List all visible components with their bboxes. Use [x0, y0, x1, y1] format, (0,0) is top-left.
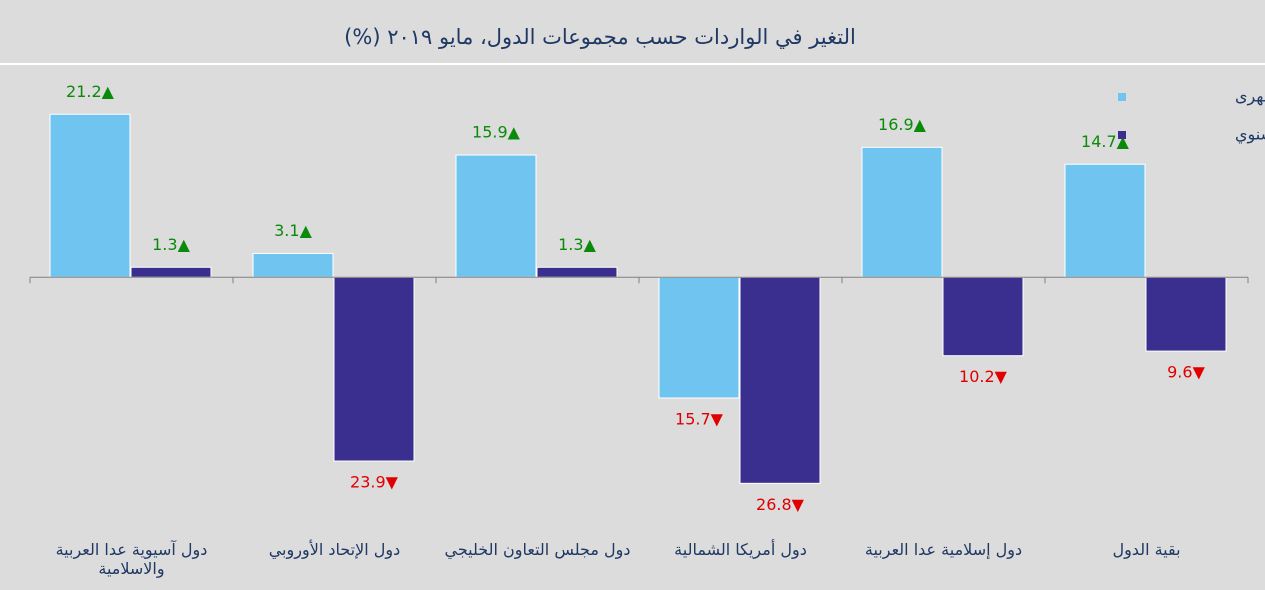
- bar: [536, 266, 618, 278]
- x-tick-label: بقية الدول: [1112, 540, 1181, 559]
- data-label: 3.1▲: [274, 221, 312, 240]
- legend-swatch: [1118, 131, 1126, 139]
- data-label: 21.2▲: [66, 82, 115, 101]
- x-tick-label: دول أمريكا الشمالية: [674, 540, 807, 559]
- data-label: 15.7▼: [675, 409, 724, 428]
- x-tick-label: دول الإتحاد الأوروبي: [268, 540, 401, 559]
- x-tick-label: دول آسيوية عدا العربية والاسلامية: [55, 540, 208, 578]
- bar: [861, 146, 943, 278]
- bar: [455, 154, 537, 278]
- bar: [130, 266, 212, 278]
- data-label: 10.2▼: [959, 367, 1008, 386]
- legend-swatch: [1118, 93, 1126, 101]
- bar: [252, 252, 334, 278]
- data-label: 9.6▼: [1167, 363, 1205, 382]
- data-label: 15.9▲: [472, 123, 521, 142]
- legend-label: التغير السنوي: [1235, 125, 1265, 145]
- data-label: 1.3▲: [152, 235, 190, 254]
- bar: [49, 113, 131, 278]
- data-label: 16.9▲: [878, 115, 927, 134]
- bar: [1145, 276, 1227, 352]
- legend-label: التغير الشهرى: [1235, 87, 1265, 107]
- data-label: 14.7▲: [1081, 132, 1130, 151]
- bar: [1064, 163, 1146, 278]
- bar: [942, 276, 1024, 357]
- x-tick-label: دول مجلس التعاون الخليجي: [444, 540, 631, 559]
- bar: [658, 276, 740, 399]
- data-label: 1.3▲: [558, 235, 596, 254]
- data-label: 26.8▼: [756, 495, 805, 514]
- data-label: 23.9▼: [350, 473, 399, 492]
- bar: [739, 276, 821, 484]
- chart-title: التغير في الواردات حسب مجموعات الدول، ما…: [344, 25, 856, 49]
- bar: [333, 276, 415, 462]
- x-tick-label: دول إسلامية عدا العربية: [864, 540, 1023, 559]
